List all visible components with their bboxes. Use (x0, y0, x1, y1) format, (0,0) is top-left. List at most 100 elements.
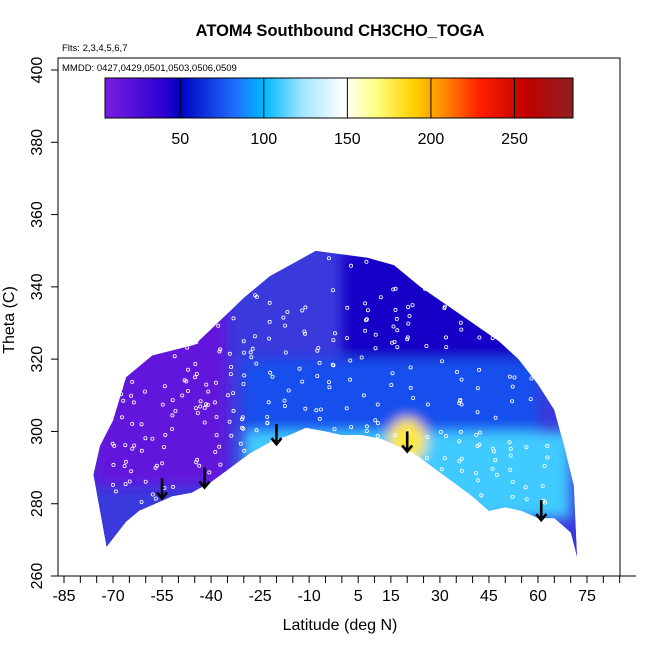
sample-point (254, 361, 259, 366)
sample-point (390, 259, 395, 264)
sample-point (132, 290, 137, 295)
sample-point (442, 477, 447, 482)
sample-point (393, 487, 398, 492)
sample-point (496, 260, 501, 265)
sample-point (405, 335, 410, 340)
sample-point (265, 414, 270, 419)
sample-point (124, 459, 129, 464)
sample-point (160, 402, 165, 407)
sample-point (493, 415, 498, 420)
sample-point (128, 341, 133, 346)
sample-point (172, 320, 177, 325)
sample-point (395, 345, 400, 350)
sample-point (241, 426, 246, 431)
sample-point (316, 345, 321, 350)
sample-point (113, 489, 118, 494)
sample-point (542, 464, 547, 469)
sample-point (473, 471, 478, 476)
sample-point (507, 374, 512, 379)
sample-point (493, 258, 498, 263)
sample-point (424, 455, 429, 460)
sample-point (131, 400, 136, 405)
sample-point (459, 456, 464, 461)
sample-point (283, 350, 288, 355)
sample-point (231, 408, 236, 413)
sample-point (249, 355, 254, 360)
sample-point (156, 306, 161, 311)
sample-point (283, 501, 288, 506)
y-tick-label: 320 (29, 346, 46, 373)
sample-point (217, 349, 222, 354)
sample-point (283, 476, 288, 481)
sample-point (160, 461, 165, 466)
sample-point (112, 443, 117, 448)
sample-point (213, 380, 218, 385)
sample-point (406, 305, 411, 310)
sample-point (457, 439, 462, 444)
sample-point (193, 406, 198, 411)
sample-point (151, 287, 156, 292)
sample-point (391, 324, 396, 329)
sample-point (119, 385, 124, 390)
sample-point (238, 478, 243, 483)
sample-point (150, 436, 155, 441)
sample-point (479, 493, 484, 498)
x-axis: -85 -70 -55 -40 -25 -10 5 15 30 45 60 75 (52, 575, 637, 605)
sample-point (545, 455, 550, 460)
sample-point (327, 385, 332, 390)
sample-point (393, 433, 398, 438)
sample-point (284, 475, 289, 480)
chart-title: ATOM4 Southbound CH3CHO_TOGA (196, 22, 485, 40)
sample-point (375, 433, 380, 438)
sample-point (253, 265, 258, 270)
sample-point (240, 415, 245, 420)
sample-point (204, 382, 209, 387)
sample-point (153, 496, 158, 501)
sample-point (229, 433, 234, 438)
sample-point (151, 297, 156, 302)
sample-point (496, 324, 501, 329)
sample-point (217, 444, 222, 449)
sample-point (202, 292, 207, 297)
sample-point (439, 467, 444, 472)
sample-point (475, 386, 480, 391)
sample-point (202, 405, 207, 410)
sample-point (111, 285, 116, 290)
sample-point (315, 373, 320, 378)
sample-point (207, 486, 212, 491)
sample-point (473, 307, 478, 312)
sample-point (444, 345, 449, 350)
sample-point (198, 496, 203, 501)
sample-point (285, 309, 290, 314)
sample-point (359, 355, 364, 360)
heatmap-region (341, 250, 555, 360)
sample-point (203, 402, 208, 407)
sample-point (130, 446, 135, 451)
sample-point (184, 278, 189, 283)
x-tick-label: -55 (151, 588, 174, 605)
sample-point (440, 495, 445, 500)
x-tick-label: 15 (382, 588, 400, 605)
sample-point (427, 465, 432, 470)
sample-point (194, 319, 199, 324)
sample-point (153, 465, 158, 470)
sample-point (119, 367, 124, 372)
sample-point (320, 500, 325, 505)
sample-point (345, 469, 350, 474)
sample-point (475, 410, 480, 415)
sample-point (373, 418, 378, 423)
sample-point (173, 278, 178, 283)
sample-point (240, 417, 245, 422)
sample-point (250, 471, 255, 476)
sample-point (185, 308, 190, 313)
sample-point (528, 397, 533, 402)
sample-point (119, 415, 124, 420)
sample-point (129, 469, 134, 474)
sample-point (230, 469, 235, 474)
sample-point (529, 376, 534, 381)
sample-point (512, 375, 517, 380)
sample-point (267, 300, 272, 305)
sample-point (300, 308, 305, 313)
sample-point (249, 498, 254, 503)
sample-point (361, 393, 366, 398)
